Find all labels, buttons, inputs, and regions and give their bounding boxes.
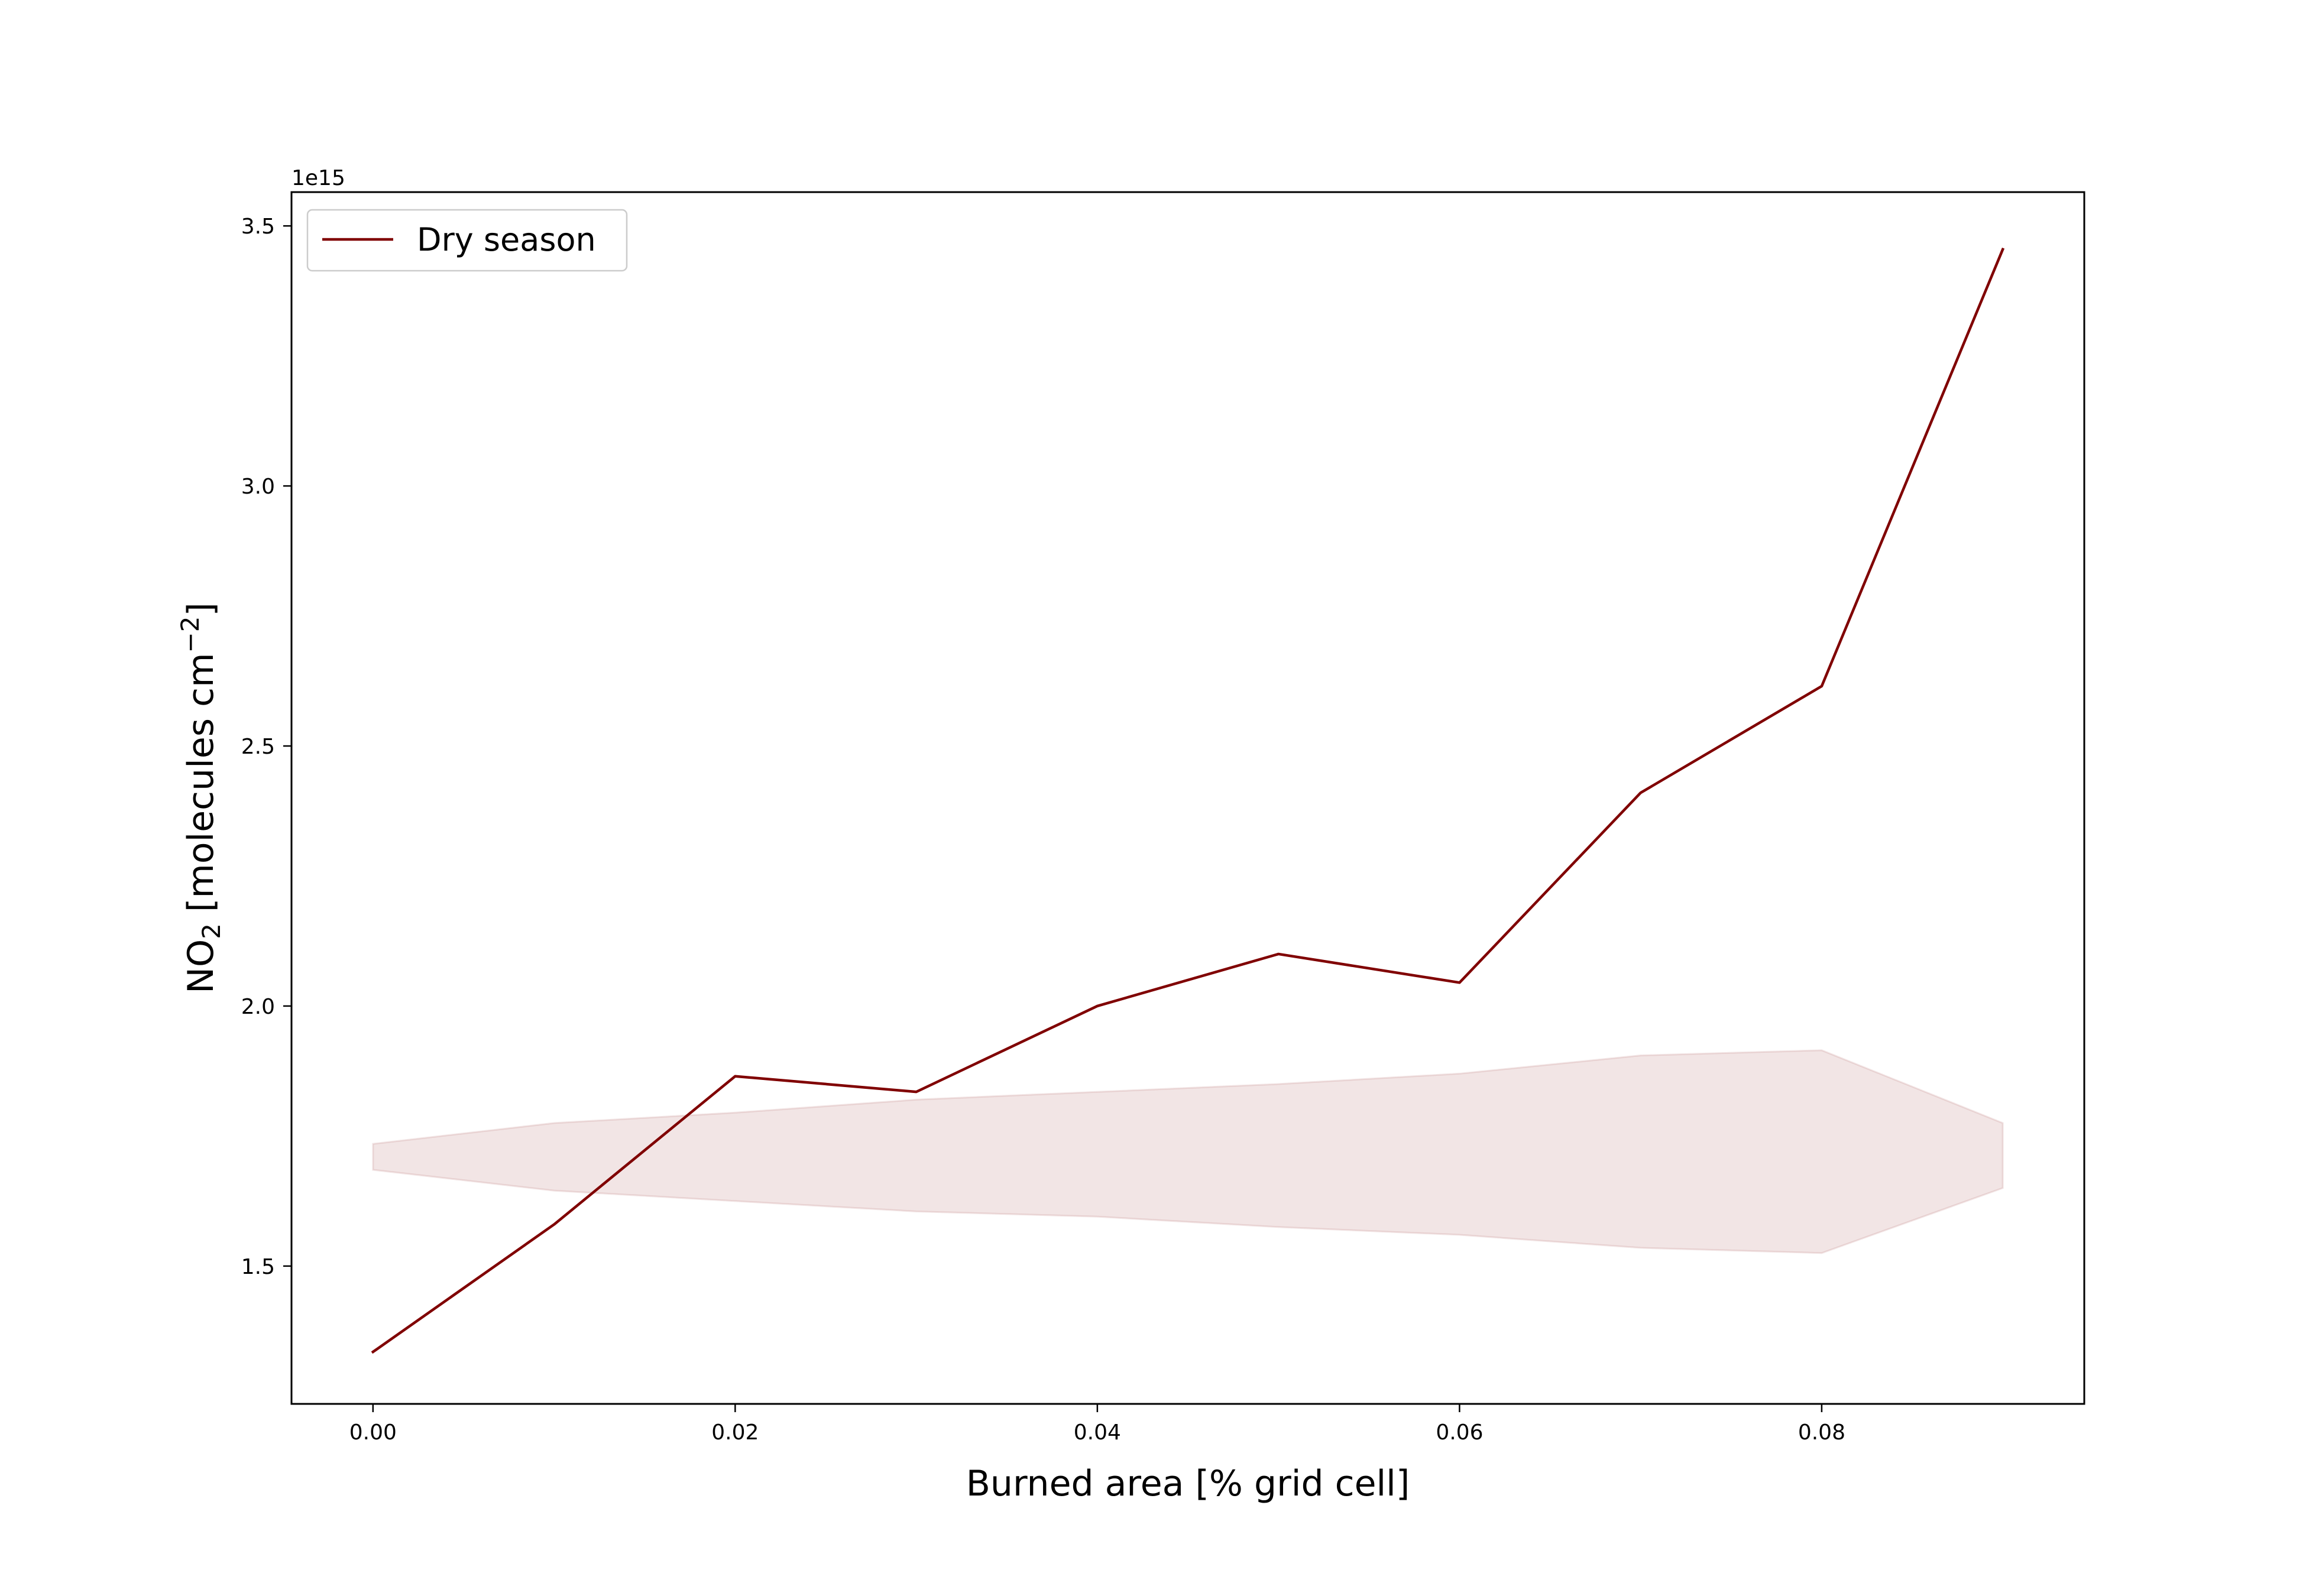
legend-label-dry-season: Dry season (417, 221, 596, 258)
legend-box (306, 209, 628, 272)
y-tick-label: 2.0 (241, 995, 275, 1019)
series-line-dry-season (371, 247, 2005, 1354)
y-axis-offset-label: 1e15 (292, 166, 345, 190)
confidence-band (372, 1049, 2004, 1254)
x-axis-label: Burned area [% grid cell] (966, 1463, 1410, 1504)
x-tick-label: 0.04 (1074, 1420, 1121, 1445)
x-tick-label: 0.06 (1436, 1420, 1483, 1445)
x-tick-label: 0.02 (711, 1420, 759, 1445)
y-axis-label: NO2 [molecules cm−2] (176, 602, 226, 994)
x-tick-label: 0.08 (1798, 1420, 1845, 1445)
series-layer (371, 247, 2005, 1354)
plot-frame (290, 191, 2085, 1405)
y-tick-label: 3.0 (241, 475, 275, 499)
x-axis-ticks: 0.00 0.02 0.04 0.06 0.08 (349, 1404, 1845, 1445)
x-tick-label: 0.00 (349, 1420, 397, 1445)
band-layer (372, 1049, 2004, 1254)
y-axis-ticks: 1.5 2.0 2.5 3.0 3.5 (241, 215, 292, 1279)
y-tick-label: 2.5 (241, 735, 275, 759)
y-tick-label: 3.5 (241, 215, 275, 239)
y-tick-label: 1.5 (241, 1255, 275, 1279)
legend: Dry season (306, 209, 628, 272)
